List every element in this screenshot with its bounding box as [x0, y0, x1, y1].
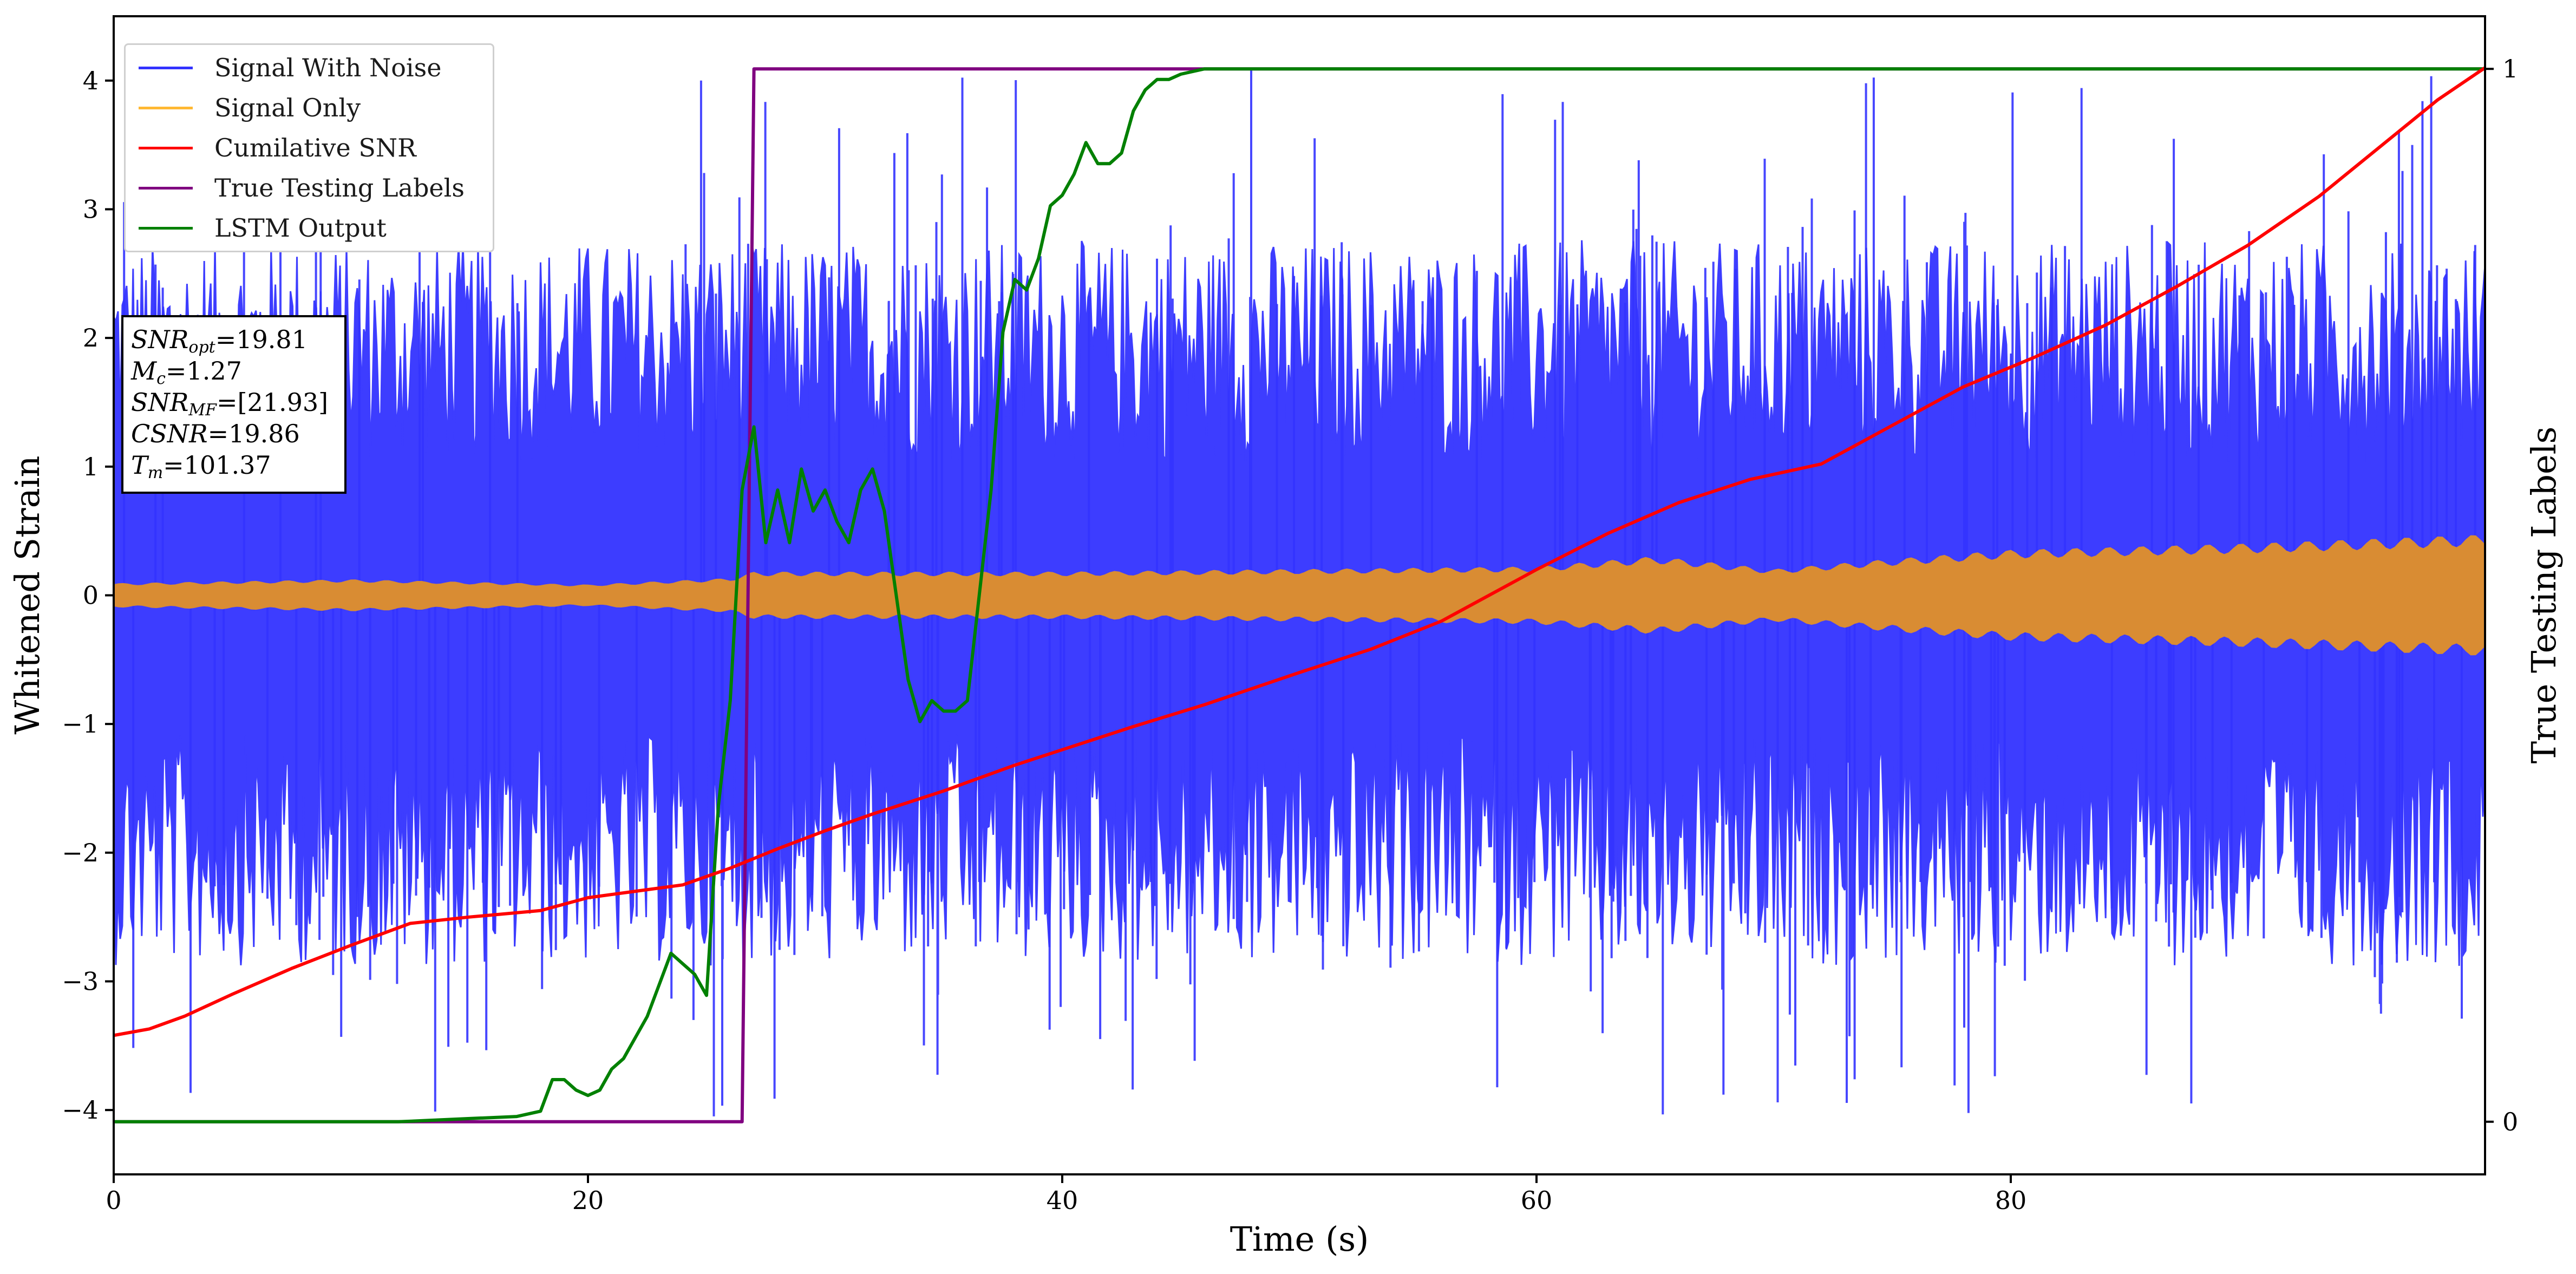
y-tick-label: 0	[83, 581, 99, 610]
legend-swatch	[139, 146, 193, 149]
y2-axis-label: True Testing Labels	[2524, 427, 2564, 764]
y2-tick-label: 1	[2502, 54, 2518, 83]
stat-chirp-mass: Mc=1.27	[131, 356, 242, 388]
x-tick-label: 80	[1995, 1186, 2027, 1215]
signal-only-band	[114, 535, 2485, 656]
legend-label: LSTM Output	[214, 213, 387, 243]
signal-only-series	[114, 535, 2485, 656]
x-tick-label: 20	[572, 1186, 604, 1215]
x-tick-label: 0	[106, 1186, 121, 1215]
legend-item-true-testing-labels: True Testing Labels	[139, 172, 465, 204]
stat-snr-opt: SNRopt=19.81	[131, 325, 308, 357]
y2-tick-label: 0	[2502, 1107, 2518, 1136]
x-tick-label: 60	[1521, 1186, 1553, 1215]
legend-label: Signal With Noise	[214, 53, 442, 82]
lstm-output-line	[114, 67, 2485, 1123]
line-series-group	[114, 66, 2485, 1123]
y-tick-label: −1	[62, 709, 99, 739]
legend-item-signal-with-noise: Signal With Noise	[139, 51, 441, 84]
y-tick-label: −3	[62, 967, 99, 996]
legend-label: True Testing Labels	[214, 173, 465, 202]
stat-tm: Tm=101.37	[131, 450, 271, 482]
y-tick-label: 4	[83, 66, 99, 95]
legend-item-cumilative-snr: Cumilative SNR	[139, 132, 416, 164]
legend-swatch	[139, 106, 193, 109]
stat-snr-mf: SNRMF=[21.93]	[131, 388, 329, 420]
y-axis-right: 01	[2485, 54, 2518, 1136]
y-tick-label: 3	[83, 195, 99, 224]
stats-annotation-box: SNRopt=19.81 Mc=1.27 SNRMF=[21.93] CSNR=…	[121, 315, 346, 494]
y-axis-left: −4 −3 −2 −1 0 1 2 3 4	[62, 66, 114, 1125]
stat-csnr: CSNR=19.86	[131, 419, 300, 448]
legend-swatch	[139, 66, 193, 69]
y-tick-label: −2	[62, 838, 99, 867]
y-tick-label: 2	[83, 323, 99, 352]
cumilative-snr-line	[114, 66, 2485, 1037]
legend-label: Signal Only	[214, 93, 361, 122]
legend-swatch	[139, 226, 193, 230]
x-axis-label: Time (s)	[1230, 1219, 1369, 1259]
legend-item-lstm-output: LSTM Output	[139, 212, 387, 244]
y-tick-label: −4	[62, 1095, 99, 1125]
legend-item-signal-only: Signal Only	[139, 92, 361, 124]
y-axis-label: Whitened Strain	[8, 456, 47, 735]
legend-label: Cumilative SNR	[214, 133, 416, 162]
x-axis: 0 20 40 60 80	[106, 1174, 2026, 1215]
y-tick-label: 1	[83, 452, 99, 481]
legend-swatch	[139, 186, 193, 190]
chart-legend: Signal With Noise Signal Only Cumilative…	[124, 43, 494, 252]
x-tick-label: 40	[1047, 1186, 1078, 1215]
